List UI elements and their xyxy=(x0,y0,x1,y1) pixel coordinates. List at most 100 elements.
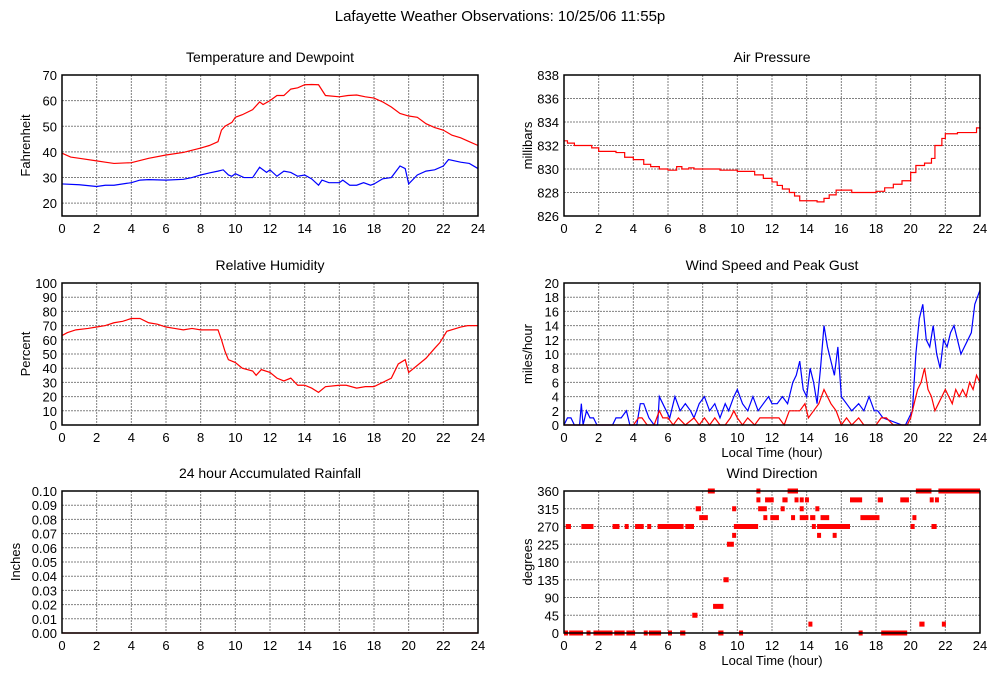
y-tick-label: 836 xyxy=(537,92,559,107)
x-tick-label: 12 xyxy=(765,221,779,236)
y-tick-label: 0.04 xyxy=(32,569,57,584)
y-tick-label: 832 xyxy=(537,139,559,154)
y-tick-label: 12 xyxy=(545,333,559,348)
x-tick-label: 8 xyxy=(197,638,204,653)
wind-direction-mark xyxy=(941,621,946,627)
wind-direction-mark xyxy=(713,603,724,609)
x-tick-label: 8 xyxy=(699,221,706,236)
wind-direction-mark xyxy=(770,515,779,521)
wind-direction-mark xyxy=(817,532,822,538)
y-tick-label: 0.07 xyxy=(32,527,57,542)
y-tick-label: 834 xyxy=(537,115,559,130)
page-title: Lafayette Weather Observations: 10/25/06… xyxy=(334,8,666,25)
wind-direction-mark xyxy=(612,524,620,529)
x-tick-label: 10 xyxy=(730,221,744,236)
x-tick-label: 18 xyxy=(869,638,883,653)
wind-direction-mark xyxy=(756,497,761,503)
wind-direction-mark xyxy=(726,541,734,547)
x-tick-label: 6 xyxy=(162,430,169,445)
dewpoint-line xyxy=(61,158,479,188)
y-tick-label: 0.10 xyxy=(32,484,57,499)
x-tick-label: 8 xyxy=(197,221,204,236)
wind-direction-mark xyxy=(820,515,830,521)
y-tick-label: 180 xyxy=(537,555,559,570)
x-tick-label: 0 xyxy=(560,430,567,445)
x-tick-label: 6 xyxy=(162,221,169,236)
x-tick-label: 22 xyxy=(436,430,450,445)
wind-direction-mark xyxy=(647,524,652,529)
y-tick-label: 0.00 xyxy=(32,626,57,641)
wind-direction-mark xyxy=(934,497,939,503)
wind-direction-mark xyxy=(811,524,816,529)
x-tick-label: 14 xyxy=(799,638,813,653)
y-axis-label: Inches xyxy=(8,542,23,581)
x-tick-label: 0 xyxy=(560,638,567,653)
wind-direction-mark xyxy=(808,621,813,627)
y-tick-label: 0.03 xyxy=(32,583,57,598)
x-tick-label: 14 xyxy=(799,430,813,445)
chart-title: Relative Humidity xyxy=(216,257,325,273)
wind-direction-mark xyxy=(900,497,909,503)
x-tick-label: 20 xyxy=(401,638,415,653)
chart-title: Wind Speed and Peak Gust xyxy=(686,257,859,273)
x-tick-label: 12 xyxy=(765,430,779,445)
wind-direction-mark xyxy=(581,524,586,529)
chart-title: Temperature and Dewpoint xyxy=(186,49,354,65)
x-axis-label: Local Time (hour) xyxy=(721,445,822,460)
x-tick-label: 10 xyxy=(228,221,242,236)
y-tick-label: 0.08 xyxy=(32,512,57,527)
y-tick-label: 830 xyxy=(537,162,559,177)
wind-direction-mark xyxy=(699,515,708,521)
y-tick-label: 100 xyxy=(35,276,57,291)
wind-direction-mark xyxy=(763,515,768,521)
wind-direction-mark xyxy=(657,524,684,529)
wind-direction-mark xyxy=(832,532,837,538)
x-tick-label: 6 xyxy=(664,638,671,653)
x-tick-label: 22 xyxy=(938,638,952,653)
wind-direction-mark xyxy=(733,524,759,529)
wind-direction-mark xyxy=(695,506,701,512)
x-tick-label: 6 xyxy=(664,430,671,445)
x-tick-label: 12 xyxy=(263,638,277,653)
x-tick-label: 18 xyxy=(367,638,381,653)
x-tick-label: 16 xyxy=(834,221,848,236)
x-tick-label: 8 xyxy=(699,430,706,445)
wind-direction-mark xyxy=(692,612,698,618)
y-tick-label: 90 xyxy=(545,591,559,606)
wind-direction-mark xyxy=(780,506,785,512)
x-tick-label: 12 xyxy=(765,638,779,653)
chart-title: Air Pressure xyxy=(733,49,810,65)
x-tick-label: 20 xyxy=(903,430,917,445)
y-tick-label: 315 xyxy=(537,502,559,517)
x-tick-label: 6 xyxy=(162,638,169,653)
x-tick-label: 10 xyxy=(228,430,242,445)
x-tick-label: 24 xyxy=(471,638,485,653)
y-tick-label: 4 xyxy=(552,390,559,405)
y-tick-label: 16 xyxy=(545,304,559,319)
x-tick-label: 20 xyxy=(401,430,415,445)
x-tick-label: 4 xyxy=(630,638,637,653)
y-tick-label: 360 xyxy=(537,484,559,499)
y-tick-label: 0 xyxy=(552,418,559,433)
x-tick-label: 2 xyxy=(595,221,602,236)
wind-direction-mark xyxy=(919,621,925,627)
x-tick-label: 14 xyxy=(799,221,813,236)
y-tick-label: 90 xyxy=(43,290,57,305)
y-tick-label: 2 xyxy=(552,404,559,419)
wind-direction-mark xyxy=(799,515,809,521)
y-tick-label: 45 xyxy=(545,608,559,623)
x-tick-label: 4 xyxy=(630,221,637,236)
x-tick-label: 12 xyxy=(263,430,277,445)
x-tick-label: 24 xyxy=(471,430,485,445)
x-tick-label: 12 xyxy=(263,221,277,236)
wind-direction-mark xyxy=(624,524,629,529)
x-tick-label: 4 xyxy=(128,221,135,236)
wind-direction-mark xyxy=(765,497,774,503)
x-tick-label: 0 xyxy=(560,221,567,236)
wind-direction-mark xyxy=(931,524,937,529)
x-tick-label: 24 xyxy=(973,638,987,653)
